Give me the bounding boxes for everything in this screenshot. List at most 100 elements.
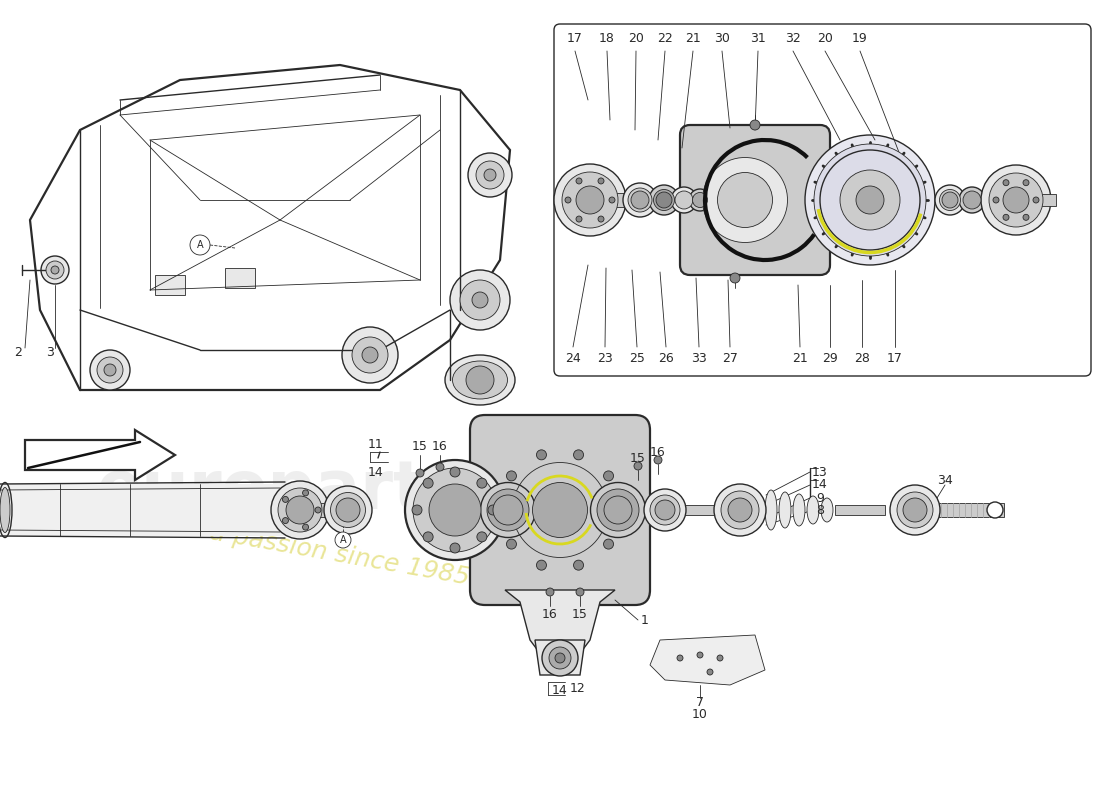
Ellipse shape	[628, 188, 652, 212]
Circle shape	[41, 256, 69, 284]
Circle shape	[342, 327, 398, 383]
Circle shape	[283, 497, 288, 502]
Circle shape	[412, 505, 422, 515]
Text: 2: 2	[14, 346, 22, 359]
Circle shape	[190, 235, 210, 255]
Text: 10: 10	[692, 709, 708, 722]
Ellipse shape	[324, 486, 372, 534]
Polygon shape	[650, 635, 764, 685]
Circle shape	[477, 478, 487, 488]
Ellipse shape	[890, 485, 940, 535]
Text: 21: 21	[685, 31, 701, 45]
Text: 12: 12	[570, 682, 586, 694]
Text: 33: 33	[691, 351, 707, 365]
Text: 31: 31	[750, 31, 766, 45]
Ellipse shape	[764, 490, 777, 530]
Circle shape	[336, 498, 360, 522]
Text: 25: 25	[629, 351, 645, 365]
Circle shape	[336, 532, 351, 548]
Text: 9: 9	[816, 491, 824, 505]
Circle shape	[717, 655, 723, 661]
Text: 32: 32	[785, 31, 801, 45]
Ellipse shape	[412, 468, 497, 552]
Ellipse shape	[405, 460, 505, 560]
Text: 17: 17	[887, 351, 903, 365]
Text: 26: 26	[658, 351, 674, 365]
Circle shape	[750, 120, 760, 130]
Ellipse shape	[807, 496, 820, 524]
Circle shape	[104, 364, 116, 376]
Circle shape	[615, 505, 625, 515]
Ellipse shape	[481, 482, 536, 538]
Ellipse shape	[0, 487, 10, 533]
Circle shape	[676, 655, 683, 661]
Text: 13: 13	[812, 466, 828, 478]
Text: A: A	[197, 240, 204, 250]
Circle shape	[537, 450, 547, 460]
Ellipse shape	[487, 489, 529, 531]
Circle shape	[556, 653, 565, 663]
Text: 22: 22	[657, 31, 673, 45]
Circle shape	[466, 366, 494, 394]
Circle shape	[362, 347, 378, 363]
Circle shape	[549, 647, 571, 669]
Text: europarts: europarts	[96, 457, 464, 523]
Text: 21: 21	[792, 351, 807, 365]
Circle shape	[576, 178, 582, 184]
Ellipse shape	[591, 482, 646, 538]
Ellipse shape	[720, 491, 759, 529]
Circle shape	[424, 478, 433, 488]
Circle shape	[565, 197, 571, 203]
Circle shape	[484, 169, 496, 181]
Polygon shape	[535, 640, 585, 675]
Circle shape	[730, 273, 740, 283]
Text: A: A	[340, 535, 346, 545]
Circle shape	[598, 178, 604, 184]
Circle shape	[993, 197, 999, 203]
Text: 14: 14	[812, 478, 828, 491]
Bar	[592, 193, 630, 207]
Bar	[302, 503, 332, 517]
Circle shape	[472, 292, 488, 308]
Circle shape	[598, 216, 604, 222]
Text: 14: 14	[552, 683, 568, 697]
Ellipse shape	[959, 187, 985, 213]
Circle shape	[506, 539, 517, 549]
Circle shape	[546, 588, 554, 596]
Circle shape	[707, 669, 713, 675]
Ellipse shape	[814, 144, 926, 256]
Text: 16: 16	[432, 441, 448, 454]
Text: 27: 27	[722, 351, 738, 365]
Circle shape	[424, 532, 433, 542]
Circle shape	[1003, 214, 1009, 220]
Circle shape	[1003, 187, 1028, 213]
Text: 15: 15	[412, 441, 428, 454]
Ellipse shape	[693, 193, 707, 207]
Ellipse shape	[671, 187, 697, 213]
Ellipse shape	[650, 495, 680, 525]
Circle shape	[576, 216, 582, 222]
Circle shape	[495, 505, 505, 515]
Ellipse shape	[446, 355, 515, 405]
Circle shape	[609, 197, 615, 203]
Circle shape	[416, 469, 424, 477]
Ellipse shape	[653, 190, 674, 210]
Ellipse shape	[935, 185, 965, 215]
Text: a passion since 1985: a passion since 1985	[208, 520, 472, 590]
Ellipse shape	[562, 172, 618, 228]
Ellipse shape	[714, 484, 766, 536]
Circle shape	[97, 357, 123, 383]
Ellipse shape	[644, 489, 686, 531]
Text: 18: 18	[600, 31, 615, 45]
Circle shape	[573, 450, 583, 460]
Circle shape	[302, 490, 309, 496]
Ellipse shape	[330, 493, 365, 527]
Circle shape	[450, 270, 510, 330]
Text: 14: 14	[368, 466, 384, 478]
Ellipse shape	[793, 494, 805, 526]
Circle shape	[506, 471, 517, 481]
Polygon shape	[155, 275, 185, 295]
Ellipse shape	[939, 190, 960, 210]
Bar	[1018, 194, 1056, 206]
Text: 20: 20	[817, 31, 833, 45]
